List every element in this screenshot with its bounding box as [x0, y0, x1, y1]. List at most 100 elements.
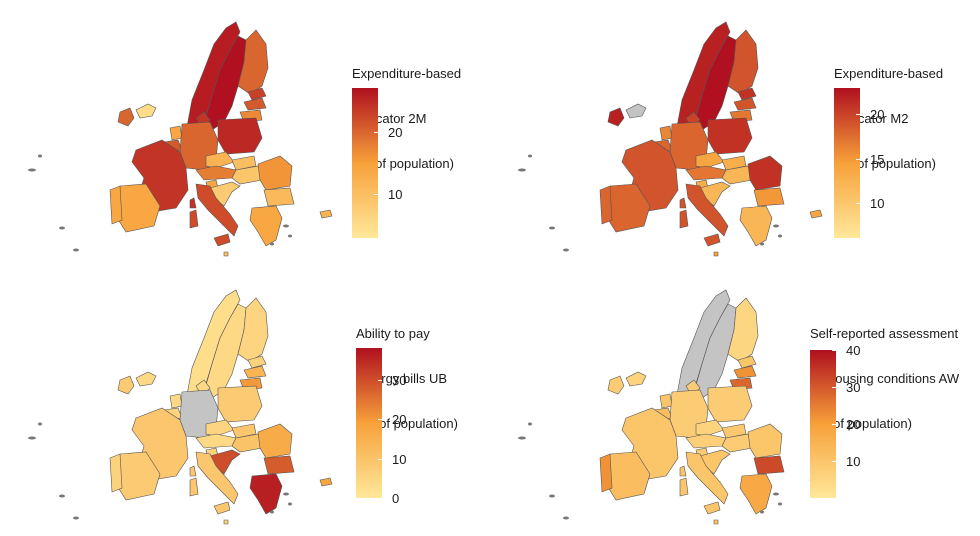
tick-mark	[378, 379, 382, 381]
country-region	[707, 385, 753, 423]
country-region	[721, 433, 753, 453]
country-region	[223, 519, 229, 525]
island-region	[778, 502, 782, 506]
island-region	[28, 436, 36, 440]
map-panel-aw: Self-reported assessment of housing cond…	[490, 268, 980, 536]
country-region	[685, 451, 729, 505]
country-region	[625, 371, 647, 387]
choropleth-map-ub	[28, 289, 333, 525]
country-region	[231, 165, 263, 185]
country-region	[739, 205, 773, 247]
country-region	[685, 183, 729, 237]
choropleth-map-2m	[28, 21, 333, 257]
tick-label: 15	[870, 151, 885, 167]
country-region	[109, 453, 123, 493]
country-region	[117, 375, 135, 395]
color-scale-bar	[810, 350, 836, 498]
country-region	[713, 251, 719, 257]
country-region	[703, 233, 721, 247]
island-region	[38, 422, 42, 426]
legend-title-line: Expenditure-based	[834, 66, 944, 81]
country-region	[659, 393, 673, 409]
island-region	[773, 224, 779, 228]
tick-mark	[378, 498, 382, 499]
color-scale-bar	[356, 348, 382, 498]
island-region	[563, 516, 569, 520]
country-region	[733, 365, 757, 379]
island-region	[518, 436, 526, 440]
country-region	[189, 197, 197, 209]
tick-mark	[374, 131, 378, 133]
island-region	[59, 494, 65, 498]
country-region	[109, 185, 123, 225]
tick-mark	[832, 350, 836, 351]
country-region	[257, 423, 293, 459]
country-region	[753, 455, 785, 475]
tick-mark	[378, 458, 382, 460]
tick-mark	[832, 461, 836, 462]
country-region	[679, 197, 687, 209]
country-region	[737, 87, 757, 101]
island-region	[73, 516, 79, 520]
island-region	[518, 168, 526, 172]
country-region	[695, 151, 725, 169]
legend-title: Self-reported assessment of housing cond…	[810, 296, 959, 461]
island-region	[28, 168, 36, 172]
country-region	[319, 209, 333, 219]
tick-label: 30	[846, 380, 861, 395]
island-region	[283, 492, 289, 496]
country-region	[263, 187, 295, 207]
country-region	[695, 419, 725, 437]
country-region	[217, 385, 263, 423]
country-region	[733, 97, 757, 111]
tick-label: 20	[388, 124, 403, 140]
country-region	[213, 501, 231, 515]
country-region	[135, 103, 157, 119]
country-region	[231, 433, 263, 453]
country-region	[319, 477, 333, 487]
country-region	[599, 185, 613, 225]
legend-title-line: Ability to pay	[356, 326, 430, 341]
island-region	[270, 242, 274, 246]
choropleth-map-m2	[518, 21, 823, 257]
country-region	[217, 117, 263, 155]
country-region	[721, 155, 747, 171]
country-region	[195, 451, 239, 505]
country-region	[231, 423, 257, 439]
tick-label: 20	[392, 412, 407, 428]
island-region	[283, 224, 289, 228]
country-region	[625, 103, 647, 119]
tick-mark	[374, 194, 378, 196]
island-region	[59, 226, 65, 230]
color-scale-bar	[834, 88, 860, 238]
country-region	[135, 371, 157, 387]
island-region	[778, 234, 782, 238]
country-region	[721, 423, 747, 439]
tick-mark	[832, 387, 836, 388]
country-region	[205, 419, 235, 437]
island-region	[760, 242, 764, 246]
island-region	[528, 154, 532, 158]
country-region	[257, 155, 293, 191]
color-scale-bar	[352, 88, 378, 238]
legend-title-line: Self-reported assessment	[810, 326, 959, 341]
country-region	[189, 465, 197, 477]
country-region	[205, 151, 235, 169]
island-region	[73, 248, 79, 252]
country-region	[243, 365, 267, 379]
legend-title-line: Expenditure-based	[352, 66, 462, 81]
country-region	[599, 453, 613, 493]
country-region	[243, 97, 267, 111]
country-region	[679, 477, 689, 497]
island-region	[270, 510, 274, 514]
country-region	[747, 423, 783, 459]
country-region	[721, 165, 753, 185]
choropleth-map-aw	[518, 289, 823, 525]
island-region	[563, 248, 569, 252]
tick-label: 10	[392, 451, 407, 467]
island-region	[549, 226, 555, 230]
country-region	[223, 251, 229, 257]
tick-label: 0	[392, 491, 400, 506]
country-region	[679, 209, 689, 229]
map-panel-m2: Expenditure-based indicator M2 (% of pop…	[490, 0, 980, 268]
